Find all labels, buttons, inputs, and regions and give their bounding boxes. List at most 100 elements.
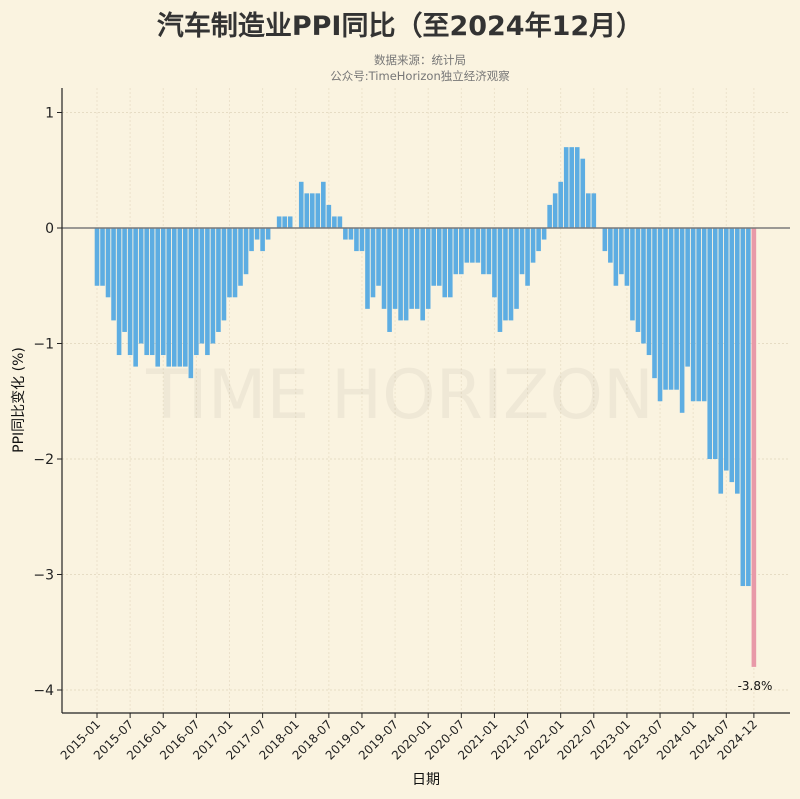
bar <box>668 228 674 390</box>
bar <box>718 228 724 494</box>
bar <box>337 216 343 228</box>
bar <box>205 228 210 356</box>
bar <box>679 228 685 413</box>
bar <box>563 147 569 228</box>
bar <box>221 228 227 321</box>
bar <box>365 228 370 309</box>
bar <box>701 228 707 402</box>
bar <box>707 228 713 459</box>
bar <box>453 228 459 275</box>
bar <box>646 228 652 356</box>
watermark: TIME HORIZON <box>145 356 654 435</box>
bar <box>746 228 751 587</box>
bar <box>359 228 365 252</box>
y-tick-label: −1 <box>33 337 54 353</box>
bar <box>227 228 232 298</box>
bar <box>470 228 475 263</box>
bar <box>343 228 348 240</box>
bar <box>210 228 216 344</box>
bar <box>216 228 221 332</box>
bar <box>536 228 541 252</box>
bar <box>613 228 619 286</box>
bar <box>183 228 188 367</box>
bar <box>409 228 414 309</box>
y-tick-label: −2 <box>33 452 54 468</box>
bar <box>663 228 668 390</box>
bar <box>249 228 254 252</box>
bar <box>144 228 149 356</box>
bar <box>547 204 552 228</box>
bar <box>376 228 381 286</box>
bar <box>530 228 536 263</box>
bar <box>508 228 514 321</box>
bar <box>630 228 635 321</box>
bar <box>238 228 243 286</box>
bar <box>199 228 205 344</box>
bar <box>260 228 265 252</box>
bar <box>105 228 111 298</box>
bar <box>514 228 519 309</box>
bar <box>254 228 260 240</box>
bar <box>712 228 718 459</box>
bar <box>309 193 315 228</box>
bar <box>315 193 321 228</box>
bar <box>188 228 194 379</box>
bar <box>574 147 580 228</box>
bar <box>652 228 657 379</box>
bar <box>381 228 387 309</box>
bar <box>155 228 161 367</box>
bar <box>243 228 249 275</box>
bar <box>166 228 172 367</box>
bar <box>431 228 437 286</box>
bar <box>492 228 497 298</box>
bar <box>414 228 420 309</box>
y-tick-label: −4 <box>33 683 54 699</box>
bar <box>519 228 525 275</box>
bar <box>486 228 492 275</box>
bar <box>541 228 547 240</box>
bar <box>685 228 690 367</box>
bar <box>657 228 663 402</box>
bar <box>729 228 735 483</box>
bar-highlight <box>751 228 757 667</box>
bar <box>674 228 679 390</box>
bar <box>100 228 105 286</box>
bar <box>387 228 392 332</box>
bar <box>641 228 646 344</box>
bar <box>442 228 448 298</box>
bar <box>111 228 116 321</box>
bar <box>740 228 746 587</box>
bar <box>552 193 558 228</box>
bar <box>282 216 287 228</box>
bar <box>436 228 442 286</box>
bar <box>447 228 453 298</box>
bar <box>232 228 238 298</box>
bar <box>503 228 508 321</box>
bar <box>332 216 337 228</box>
bar <box>608 228 613 263</box>
bar <box>580 158 586 228</box>
bar <box>304 193 310 228</box>
bar <box>326 204 332 228</box>
bar <box>116 228 122 356</box>
bar <box>619 228 624 275</box>
bar <box>392 228 398 309</box>
x-axis-label: 日期 <box>412 772 440 788</box>
chart-title: 汽车制造业PPI同比（至2024年12月） <box>156 11 644 42</box>
data-source: 数据来源：统计局 <box>374 53 466 67</box>
bar <box>171 228 177 367</box>
bar <box>133 228 138 367</box>
bar <box>723 228 729 471</box>
bar <box>735 228 740 494</box>
bar <box>321 181 326 228</box>
bar <box>160 228 166 356</box>
bar <box>481 228 486 275</box>
bar <box>459 228 464 275</box>
bar <box>265 228 271 240</box>
bar <box>690 228 696 402</box>
bar <box>602 228 608 252</box>
bar <box>525 228 530 286</box>
bar <box>276 216 282 228</box>
bar <box>348 228 354 240</box>
